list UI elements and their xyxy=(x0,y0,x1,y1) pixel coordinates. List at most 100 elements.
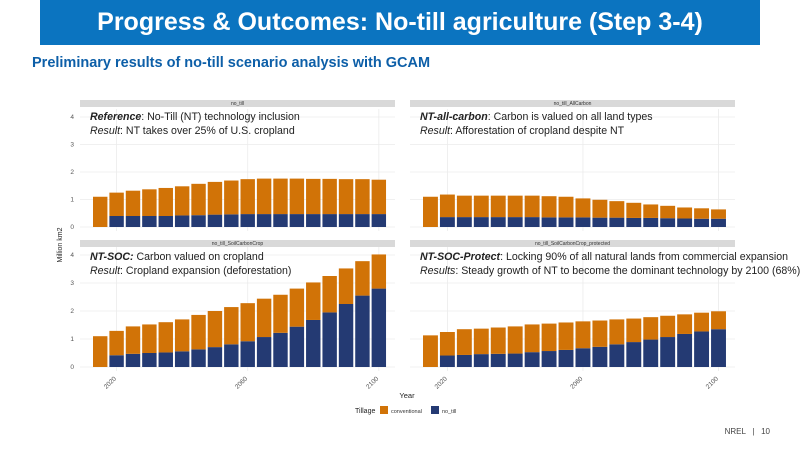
bar-no_till-2025 xyxy=(456,354,472,367)
bar-conventional-2085 xyxy=(660,315,676,338)
annotation-scenario: NT-SOC-Protect: Locking 90% of all natur… xyxy=(420,251,788,263)
bar-conventional-2015 xyxy=(93,336,108,367)
bar-no_till-2075 xyxy=(289,214,305,227)
bar-conventional-2055 xyxy=(558,196,574,218)
annotation-result-desc: : NT takes over 25% of U.S. cropland xyxy=(120,125,295,137)
bar-no_till-2065 xyxy=(592,346,608,367)
annotation-scenario: NT-all-carbon: Carbon is valued on all l… xyxy=(420,111,653,123)
bar-conventional-2055 xyxy=(224,307,239,345)
bar-no_till-2075 xyxy=(626,217,642,227)
annotation-result-desc: : Cropland expansion (deforestation) xyxy=(120,265,291,277)
x-tick-label: 2060 xyxy=(569,375,584,390)
bar-no_till-2100 xyxy=(711,329,726,367)
bar-conventional-2095 xyxy=(694,208,710,219)
bar-no_till-2020 xyxy=(109,355,124,367)
bar-conventional-2065 xyxy=(256,178,272,215)
bar-conventional-2090 xyxy=(677,207,693,219)
bar-conventional-2075 xyxy=(626,318,642,343)
bar-conventional-2060 xyxy=(240,303,255,342)
facet-strip xyxy=(410,240,735,247)
bar-no_till-2095 xyxy=(355,295,370,367)
bar-no_till-2100 xyxy=(711,218,726,227)
annotation-result-desc: : Afforestation of cropland despite NT xyxy=(450,125,625,137)
annotation-result-label: Results xyxy=(420,265,456,277)
bar-conventional-2095 xyxy=(355,261,370,296)
annotation-result-label: Result xyxy=(90,125,121,137)
bar-conventional-2030 xyxy=(473,195,489,218)
bar-no_till-2070 xyxy=(609,344,625,367)
bar-no_till-2050 xyxy=(541,217,557,227)
slide-title: Progress & Outcomes: No-till agriculture… xyxy=(40,0,760,45)
bar-no_till-2020 xyxy=(109,216,124,227)
bar-conventional-2045 xyxy=(191,314,206,350)
bar-no_till-2095 xyxy=(694,218,710,227)
facet-panel-no_till_SoilCarbonCrop: no_till_SoilCarbonCrop 0 1 2 3 4 2020 2060 2100 N… xyxy=(70,240,395,391)
bar-no_till-2045 xyxy=(191,349,206,367)
y-tick-label: 2 xyxy=(70,308,74,315)
bar-no_till-2050 xyxy=(207,214,223,227)
x-axis-title: Year xyxy=(399,391,415,400)
bar-no_till-2050 xyxy=(541,351,557,367)
y-tick-label: 1 xyxy=(70,336,74,343)
bar-no_till-2030 xyxy=(142,216,157,227)
bar-conventional-2095 xyxy=(694,312,710,332)
annotation-scenario-name: Reference xyxy=(90,111,141,123)
facet-strip-label: no_till xyxy=(231,101,244,107)
bar-no_till-2080 xyxy=(306,214,321,227)
y-tick-label: 3 xyxy=(70,280,74,287)
annotation-result: Result: Afforestation of cropland despit… xyxy=(420,125,625,137)
annotation-scenario-desc: : No-Till (NT) technology inclusion xyxy=(141,111,300,123)
bar-no_till-2085 xyxy=(660,337,676,367)
bar-no_till-2085 xyxy=(322,214,337,227)
bar-conventional-2035 xyxy=(158,322,173,353)
bar-no_till-2075 xyxy=(289,326,305,367)
y-tick-label: 4 xyxy=(70,252,74,259)
bar-no_till-2100 xyxy=(371,214,387,227)
y-tick-label: 2 xyxy=(70,169,74,176)
bar-no_till-2090 xyxy=(677,218,693,227)
bar-conventional-2025 xyxy=(125,190,141,216)
bar-conventional-2095 xyxy=(355,179,370,215)
bar-no_till-2070 xyxy=(273,214,288,227)
annotation-scenario-name: NT-SOC-Protect xyxy=(420,251,501,263)
bar-conventional-2025 xyxy=(456,195,472,218)
bar-no_till-2055 xyxy=(224,344,239,367)
bar-no_till-2070 xyxy=(273,332,288,367)
bar-conventional-2080 xyxy=(306,178,321,215)
facet-strip xyxy=(80,240,395,247)
bar-conventional-2090 xyxy=(338,268,354,304)
annotation-scenario: Reference: No-Till (NT) technology inclu… xyxy=(90,111,300,123)
facet-strip xyxy=(410,100,735,107)
bar-no_till-2090 xyxy=(338,304,354,367)
bar-no_till-2055 xyxy=(224,214,239,227)
bar-no_till-2050 xyxy=(207,347,223,367)
bar-conventional-2080 xyxy=(306,282,321,320)
bar-conventional-2100 xyxy=(711,311,726,330)
bar-conventional-2080 xyxy=(643,317,659,340)
bar-no_till-2060 xyxy=(575,217,591,227)
bar-no_till-2090 xyxy=(677,333,693,367)
footer: NREL | 10 xyxy=(725,427,770,436)
bar-conventional-2050 xyxy=(541,196,557,218)
bar-no_till-2080 xyxy=(643,217,659,227)
bar-no_till-2095 xyxy=(694,331,710,367)
bar-conventional-2070 xyxy=(609,201,625,218)
bar-conventional-2060 xyxy=(575,198,591,218)
bar-conventional-2075 xyxy=(289,288,305,327)
bar-conventional-2020 xyxy=(439,332,455,356)
annotation-result: Result: NT takes over 25% of U.S. cropla… xyxy=(90,125,295,137)
bar-conventional-2050 xyxy=(541,323,557,352)
bar-no_till-2045 xyxy=(191,215,206,227)
legend: Tillage conventional no_till xyxy=(355,406,456,415)
bar-no_till-2100 xyxy=(371,288,387,367)
bar-conventional-2035 xyxy=(158,187,173,216)
bar-no_till-2060 xyxy=(575,348,591,367)
facet-panel-no_till: no_till 0 1 2 3 4 Reference: No-Till (NT) tech… xyxy=(70,100,395,231)
bar-no_till-2035 xyxy=(490,353,506,367)
y-tick-label: 0 xyxy=(70,364,74,371)
bar-no_till-2025 xyxy=(456,217,472,227)
bar-conventional-2020 xyxy=(109,330,124,356)
bar-no_till-2035 xyxy=(158,216,173,227)
bar-no_till-2045 xyxy=(524,217,540,227)
